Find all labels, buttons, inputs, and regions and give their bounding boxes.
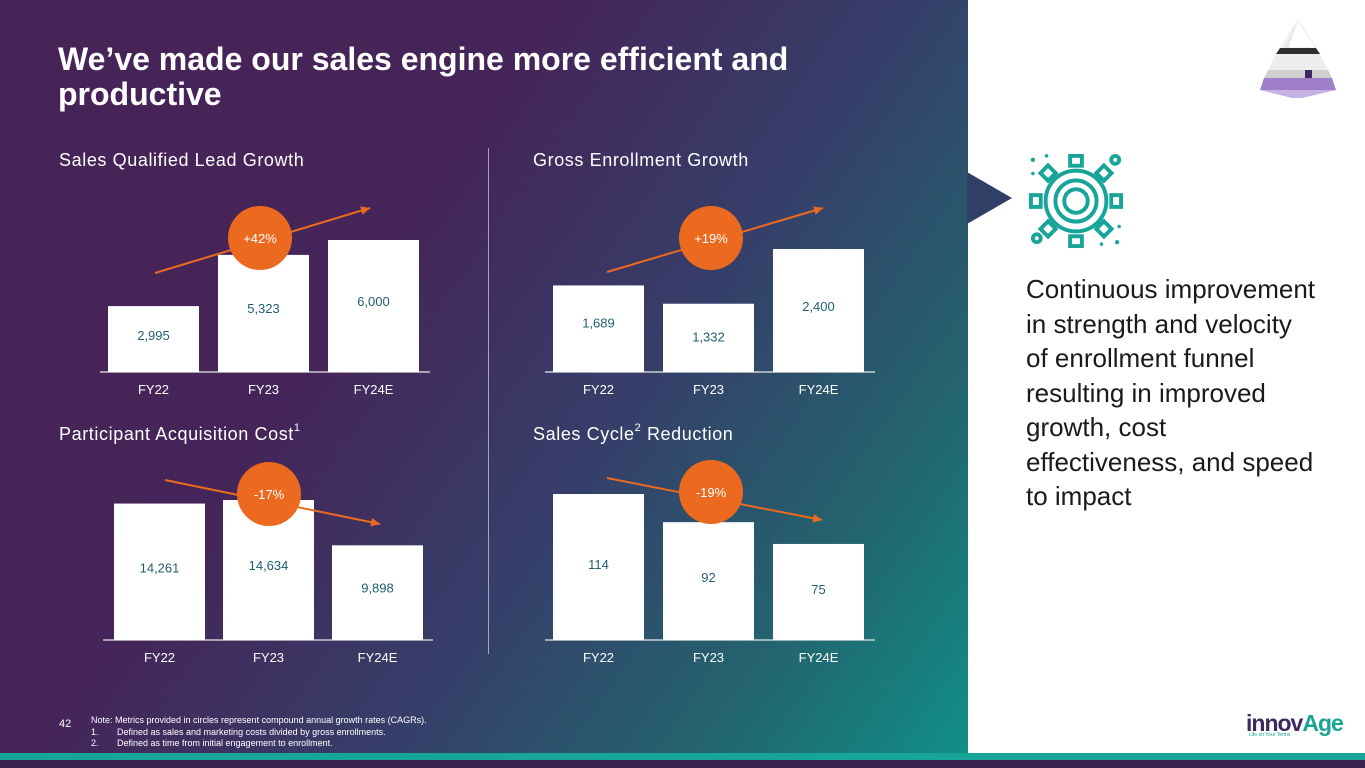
cagr-badge: [679, 206, 743, 270]
bar-fy22: [553, 494, 644, 640]
bar-fy23: [218, 254, 309, 372]
chart-title-acquisition-cost: Participant Acquisition Cost1: [59, 422, 301, 445]
footnote-ref-1: 1: [293, 422, 301, 434]
cagr-badge: [237, 462, 301, 526]
tick-label: FY24E: [358, 650, 398, 665]
bar-fy22: [553, 285, 644, 372]
trend-arrow-head: [370, 517, 380, 527]
bar-fy23: [663, 522, 754, 640]
callout-pointer: [967, 172, 1012, 224]
chart-title-suffix: Reduction: [641, 424, 734, 444]
chart-title-sql: Sales Qualified Lead Growth: [59, 150, 305, 170]
cagr-badge: [228, 206, 292, 270]
bar-fy24e: [328, 240, 419, 372]
chart-acquisition-cost: 14,261 FY22 14,634 FY23 9,898 FY24E -17%: [103, 462, 433, 665]
data-label: 92: [701, 570, 715, 585]
brand-tagline: Life on Your Terms: [1249, 732, 1291, 738]
trend-arrow-head: [812, 514, 822, 523]
tick-label: FY23: [693, 382, 724, 397]
footnote-number: 2.: [91, 738, 99, 748]
bar-fy22: [114, 503, 205, 640]
bar-fy22: [108, 306, 199, 372]
cagr-badge-label: +42%: [243, 231, 277, 246]
brand-name-main: innov: [1246, 710, 1303, 736]
tick-label: FY22: [583, 650, 614, 665]
page-number: 42: [59, 718, 72, 730]
trend-arrow-head: [813, 206, 823, 215]
chart-title-text: Participant Acquisition Cost: [59, 424, 294, 444]
footnotes: Note: Metrics provided in circles repres…: [91, 715, 427, 750]
footer-strip-dark: [0, 760, 1365, 768]
data-label: 2,400: [802, 299, 835, 314]
chart-divider: [488, 148, 489, 654]
tick-label: FY24E: [799, 382, 839, 397]
data-label: 75: [811, 582, 825, 597]
data-label: 5,323: [247, 301, 280, 316]
data-label: 6,000: [357, 294, 390, 309]
bar-fy23: [663, 303, 754, 372]
trend-arrow-head: [360, 206, 370, 215]
tick-label: FY23: [693, 650, 724, 665]
footnote-note: Note: Metrics provided in circles repres…: [91, 715, 427, 725]
tick-label: FY23: [248, 382, 279, 397]
tick-label: FY22: [138, 382, 169, 397]
tick-label: FY24E: [799, 650, 839, 665]
footnote-ref-2: 2: [634, 422, 642, 434]
chart-sql-growth: 2,995 FY22 5,323 FY23 6,000 FY24E +42%: [100, 206, 430, 397]
footnote-2: 2. Defined as time from initial engageme…: [91, 738, 427, 750]
data-label: 2,995: [137, 328, 170, 343]
footnote-number: 1.: [91, 726, 99, 737]
gear-icon: [1028, 153, 1124, 249]
data-label: 14,261: [140, 561, 180, 576]
page-title: We’ve made our sales engine more efficie…: [58, 41, 789, 112]
data-label: 1,689: [582, 315, 615, 330]
cagr-badge: [679, 460, 743, 524]
brand-name-accent: Age: [1302, 710, 1343, 736]
bar-fy24e: [332, 545, 423, 640]
chart-title-prefix: Sales Cycle: [533, 424, 635, 444]
data-label: 14,634: [249, 558, 289, 573]
brand-wordmark: innovAge: [1246, 710, 1344, 737]
footnote-1: 1. Defined as sales and marketing costs …: [91, 727, 427, 739]
cagr-badge-label: -19%: [696, 485, 727, 500]
tick-label: FY23: [253, 650, 284, 665]
chart-enrollment-growth: 1,689 FY22 1,332 FY23 2,400 FY24E +19%: [545, 206, 875, 397]
footnote-text: Defined as sales and marketing costs div…: [117, 726, 386, 737]
chart-title-enrollment: Gross Enrollment Growth: [533, 150, 749, 170]
bar-fy24e: [773, 543, 864, 640]
cagr-badge-label: +19%: [694, 231, 728, 246]
data-label: 114: [588, 557, 609, 572]
cagr-badge-label: -17%: [254, 487, 285, 502]
tick-label: FY24E: [354, 382, 394, 397]
callout-text: Continuous improvement in strength and v…: [1026, 274, 1316, 511]
tick-label: FY22: [144, 650, 175, 665]
tick-label: FY22: [583, 382, 614, 397]
chart-title-sales-cycle: Sales Cycle2 Reduction: [533, 422, 734, 445]
data-label: 9,898: [361, 580, 394, 595]
bar-fy24e: [773, 249, 864, 372]
pyramid-icon: [1260, 19, 1336, 98]
chart-sales-cycle: 114 FY22 92 FY23 75 FY24E -19%: [545, 460, 875, 665]
footer-strip-teal: [0, 753, 1365, 760]
footnote-text: Defined as time from initial engagement …: [117, 738, 333, 748]
sidebar-background: [968, 0, 1365, 756]
innovage-logo: innovAge Life on Your Terms: [1246, 710, 1344, 742]
data-label: 1,332: [692, 330, 725, 345]
